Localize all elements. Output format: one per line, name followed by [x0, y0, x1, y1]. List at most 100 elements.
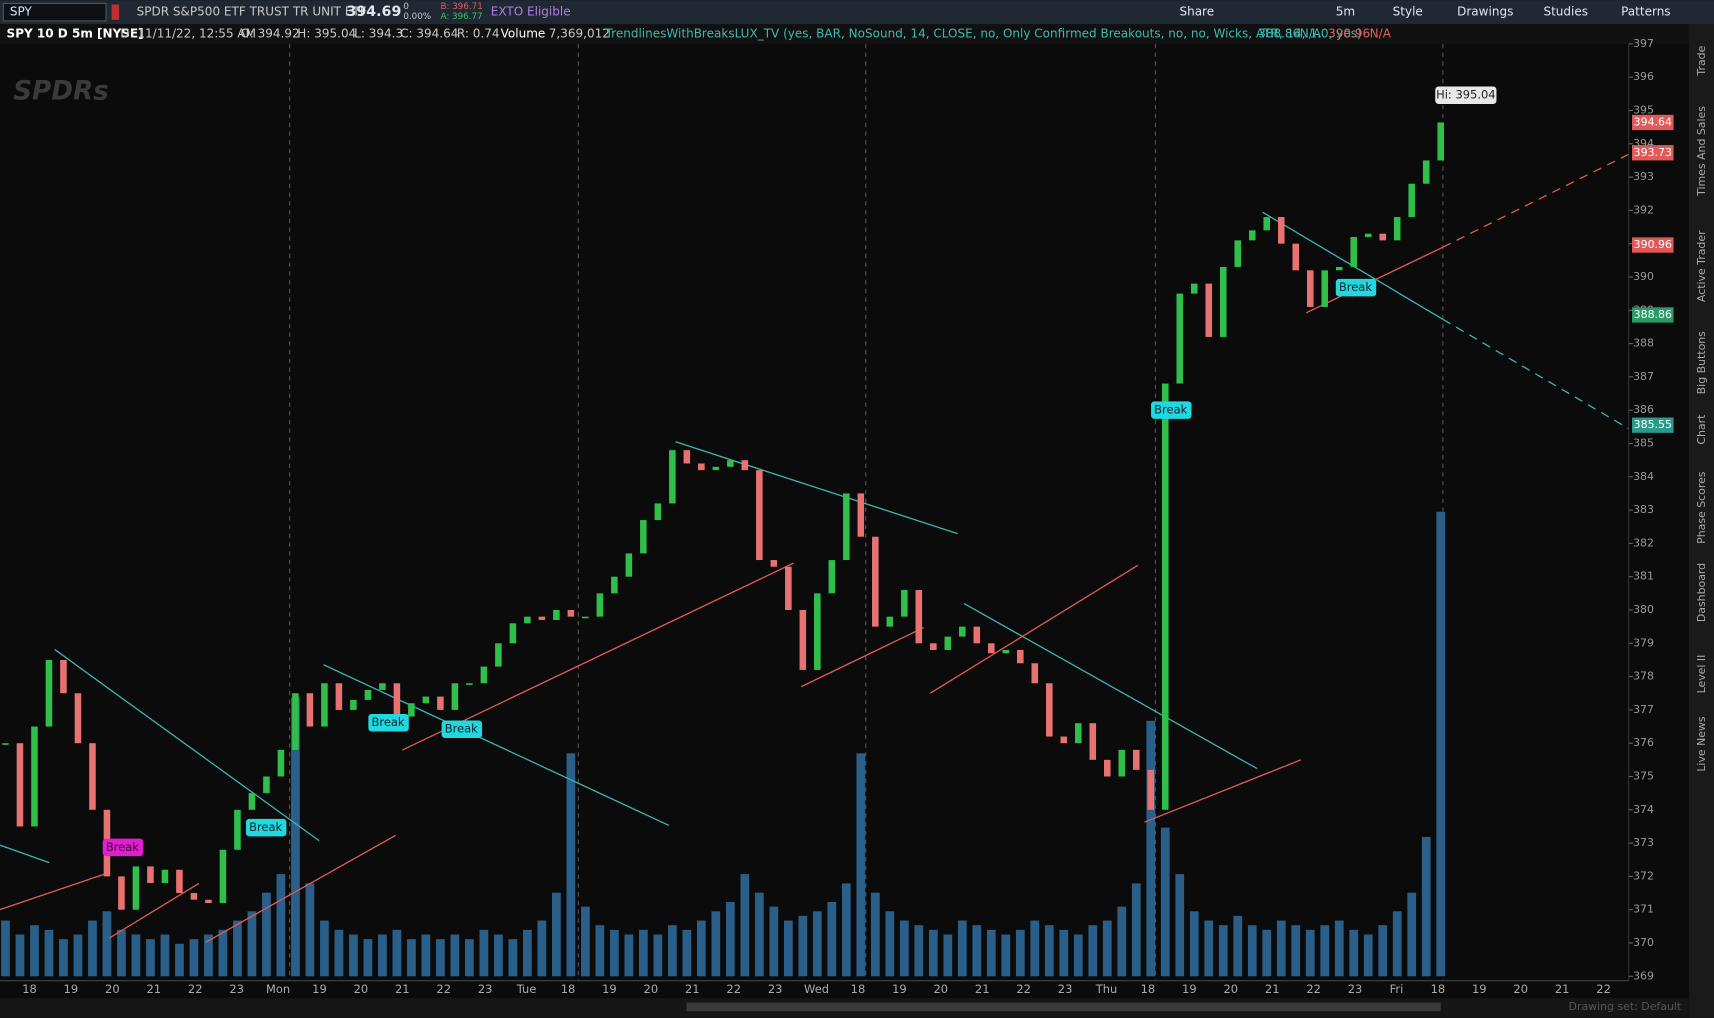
volume-bar — [1349, 929, 1359, 977]
volume-bar — [494, 934, 503, 977]
candle — [263, 776, 270, 794]
volume-bar — [682, 929, 692, 977]
last-price: 394.69 — [347, 4, 402, 20]
candle — [524, 616, 531, 624]
candle — [611, 576, 618, 594]
price-marker-label: 388.86 — [1634, 308, 1672, 321]
side-tab[interactable]: Live News — [1695, 716, 1708, 772]
break-label: Break — [106, 840, 139, 854]
side-tab[interactable]: Level II — [1695, 655, 1708, 694]
side-tab[interactable]: Phase Scores — [1695, 471, 1708, 544]
trendline — [401, 562, 794, 751]
volume-bar — [131, 934, 141, 977]
candle — [1248, 230, 1256, 241]
candle — [509, 623, 517, 644]
side-tab[interactable]: Times And Sales — [1695, 106, 1708, 197]
candle — [872, 536, 879, 627]
candle — [248, 793, 256, 810]
x-tick-label: 18 — [1141, 982, 1156, 996]
volume-bar — [667, 925, 677, 977]
x-tick-label: 18 — [561, 982, 576, 996]
scrollbar-thumb[interactable] — [686, 1002, 1441, 1012]
volume-label: Volume — [501, 27, 546, 41]
button[interactable]: Drawings — [1457, 5, 1513, 19]
exto: EXTO Eligible — [491, 5, 571, 19]
chart-label: SPY 10 D 5m [NYSE] — [7, 27, 144, 41]
candle — [770, 560, 778, 567]
candle — [596, 593, 604, 617]
x-tick-label: 18 — [1431, 982, 1446, 996]
break-box — [102, 838, 144, 857]
trendline — [1442, 153, 1630, 248]
high-label: Hi: 395.04 — [1436, 88, 1495, 102]
side-tab[interactable]: Dashboard — [1695, 563, 1708, 622]
candle — [1118, 749, 1126, 777]
volume-bar — [856, 753, 866, 977]
y-tick-label: 381 — [1633, 570, 1654, 583]
button[interactable]: 5m — [1336, 5, 1355, 19]
x-tick-label: 21 — [146, 982, 161, 996]
candle — [451, 683, 459, 710]
volume-bar — [189, 939, 199, 977]
x-tick-label: 23 — [768, 982, 783, 996]
break-box — [368, 713, 409, 732]
button[interactable]: Patterns — [1621, 5, 1671, 19]
volume-bar — [363, 939, 373, 977]
volume-bar — [1262, 929, 1272, 977]
volume-bar — [827, 901, 837, 977]
button[interactable]: Share — [1179, 5, 1214, 19]
candle — [89, 743, 96, 810]
candle — [1350, 237, 1358, 267]
candle — [1277, 217, 1285, 244]
volume-bar — [479, 929, 489, 977]
x-tick-label: 21 — [1555, 982, 1570, 996]
side-tab[interactable]: Trade — [1695, 45, 1708, 76]
candle — [2, 743, 9, 745]
volume-bar — [1407, 892, 1417, 977]
bid: B: 396.71 — [441, 2, 483, 12]
candle — [408, 703, 415, 717]
x-tick-label: 18 — [22, 982, 37, 996]
volume-bar — [291, 697, 300, 977]
volume-bar — [1233, 915, 1243, 977]
candle — [1321, 270, 1329, 307]
volume-bar — [1131, 883, 1141, 977]
volume-bar — [1436, 511, 1446, 977]
x-tick-label: 22 — [1596, 982, 1611, 996]
y-tick-label: 373 — [1633, 836, 1654, 849]
button[interactable]: Studies — [1543, 5, 1588, 19]
trendline — [0, 871, 110, 911]
x-tick-label: 18 — [851, 982, 866, 996]
candle — [335, 683, 343, 710]
y-tick-label: 369 — [1633, 969, 1654, 982]
side-tab[interactable]: Chart — [1695, 414, 1708, 445]
price-marker — [1632, 114, 1674, 131]
symbol-box[interactable] — [2, 2, 107, 22]
candle — [915, 590, 923, 644]
candle — [31, 726, 38, 827]
candle — [1075, 723, 1082, 744]
candle — [1393, 217, 1401, 241]
volume-bar — [986, 929, 996, 977]
side-tab[interactable]: Active Trader — [1695, 230, 1708, 302]
x-tick-label: 20 — [105, 982, 120, 996]
candle — [1031, 663, 1039, 684]
candle — [437, 696, 444, 710]
break-box — [1151, 401, 1192, 419]
volume-bar — [1189, 911, 1199, 977]
y-tick-label: 386 — [1633, 403, 1654, 416]
side-tab[interactable]: Big Buttons — [1695, 331, 1708, 395]
candle — [364, 689, 372, 700]
button[interactable]: Style — [1393, 5, 1423, 19]
info-range: R: 0.74 — [457, 27, 500, 41]
x-tick-label: 22 — [436, 982, 451, 996]
volume-bar — [1378, 925, 1388, 977]
x-tick-label: 21 — [395, 982, 410, 996]
volume-bar — [421, 934, 431, 977]
x-tick-label: 19 — [602, 982, 617, 996]
candle — [466, 683, 473, 685]
y-tick-label: 370 — [1633, 936, 1654, 949]
candle — [277, 749, 285, 777]
volume-bar — [769, 906, 779, 977]
